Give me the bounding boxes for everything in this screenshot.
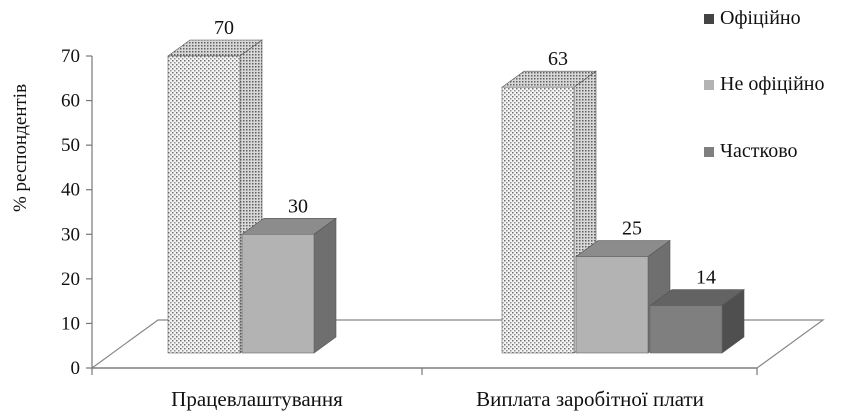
data-label: 30 <box>288 195 308 217</box>
data-label: 25 <box>622 218 642 240</box>
bar-front-face <box>575 256 649 354</box>
legend-label: Не офіційно <box>720 73 825 95</box>
legend-label: Частково <box>720 140 798 162</box>
legend-swatch <box>704 147 714 157</box>
y-axis: 0 10 20 30 40 50 60 70 <box>61 46 758 379</box>
data-label: 70 <box>214 17 234 39</box>
legend-swatch <box>704 80 714 90</box>
bars <box>167 39 745 354</box>
legend-label: Офіційно <box>720 7 801 29</box>
chart-floor <box>90 319 825 369</box>
bar-side-face <box>313 217 337 354</box>
bar-front-face <box>241 233 315 354</box>
data-label: 63 <box>548 48 568 70</box>
bar-front-face <box>501 86 575 354</box>
y-tick-label: 10 <box>61 313 80 334</box>
y-tick-label: 50 <box>61 135 80 156</box>
bar-front-face <box>649 305 723 354</box>
y-tick-label: 40 <box>61 180 80 201</box>
data-labels: 70 30 63 25 14 <box>214 17 716 289</box>
y-tick-label: 70 <box>61 46 80 67</box>
bar-1-2 <box>501 70 597 354</box>
y-tick-label: 20 <box>61 269 80 290</box>
bar-2-1 <box>241 217 337 354</box>
legend: Офіційно Не офіційно Частково <box>704 7 825 162</box>
y-axis-title: % респондентів <box>10 84 31 212</box>
x-category-label: Працевлаштування <box>171 387 343 411</box>
x-category-label: Виплата заробітної плати <box>476 387 704 411</box>
bar-front-face <box>167 55 241 354</box>
legend-swatch <box>704 14 714 24</box>
y-tick-label: 0 <box>71 358 81 379</box>
y-tick-label: 60 <box>61 91 80 112</box>
bar-3-2 <box>649 289 745 354</box>
x-axis-labels: Працевлаштування Виплата заробітної плати <box>171 387 704 411</box>
y-tick-label: 30 <box>61 224 80 245</box>
data-label: 14 <box>696 267 716 289</box>
